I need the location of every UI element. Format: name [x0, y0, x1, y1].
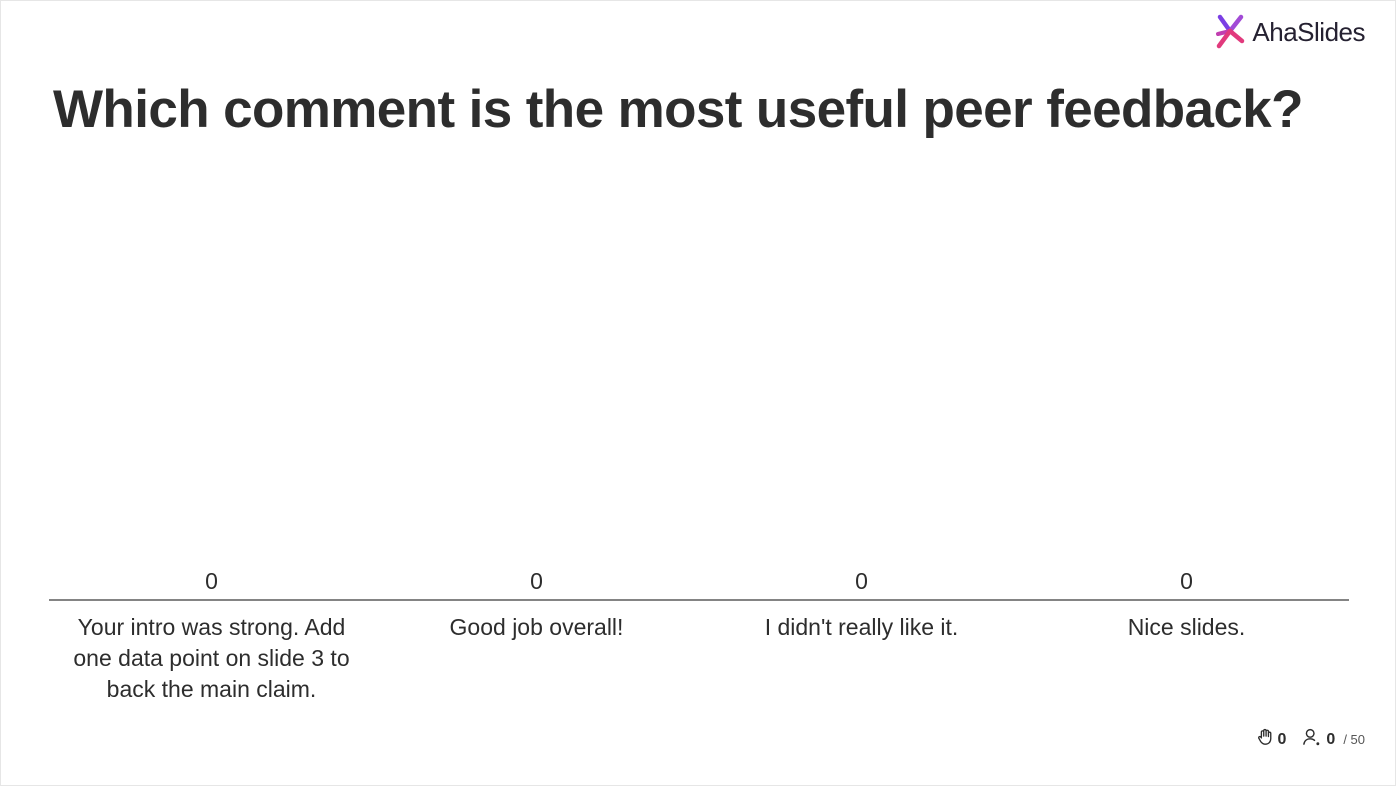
- option-label-3: I didn't really like it.: [764, 614, 959, 640]
- participants-count: 0: [1326, 730, 1336, 748]
- ahaslides-logo: AhaSlides: [1214, 14, 1365, 50]
- bar-value-label-2: 0: [530, 568, 543, 594]
- reactions-counter: 0: [1256, 728, 1287, 751]
- option-label-2: Good job overall!: [449, 614, 624, 640]
- option-label-1: Your intro was strong. Add one data poin…: [73, 614, 350, 702]
- question-title: Which comment is the most useful peer fe…: [53, 80, 1304, 139]
- category-labels: Your intro was strong. Add one data poin…: [49, 612, 1349, 705]
- hand-icon: [1256, 728, 1274, 751]
- reactions-count: 0: [1277, 730, 1287, 748]
- option-label-4: Nice slides.: [1127, 614, 1246, 640]
- user-icon: [1302, 728, 1322, 751]
- bar-value-label-3: 0: [855, 568, 868, 594]
- participants-counter: 0 / 50: [1302, 728, 1365, 751]
- bar-value-label-4: 0: [1180, 568, 1193, 594]
- results-bar-chart: 0 0 0 0: [49, 568, 1349, 601]
- results-chart: 0 0 0 0: [49, 161, 1349, 721]
- footer-stats: 0 0 / 50: [1256, 728, 1365, 751]
- ahaslides-logo-icon: [1214, 14, 1246, 50]
- bar-value-label-1: 0: [205, 568, 218, 594]
- participants-max: / 50: [1343, 732, 1365, 747]
- logo-text: AhaSlides: [1252, 16, 1365, 47]
